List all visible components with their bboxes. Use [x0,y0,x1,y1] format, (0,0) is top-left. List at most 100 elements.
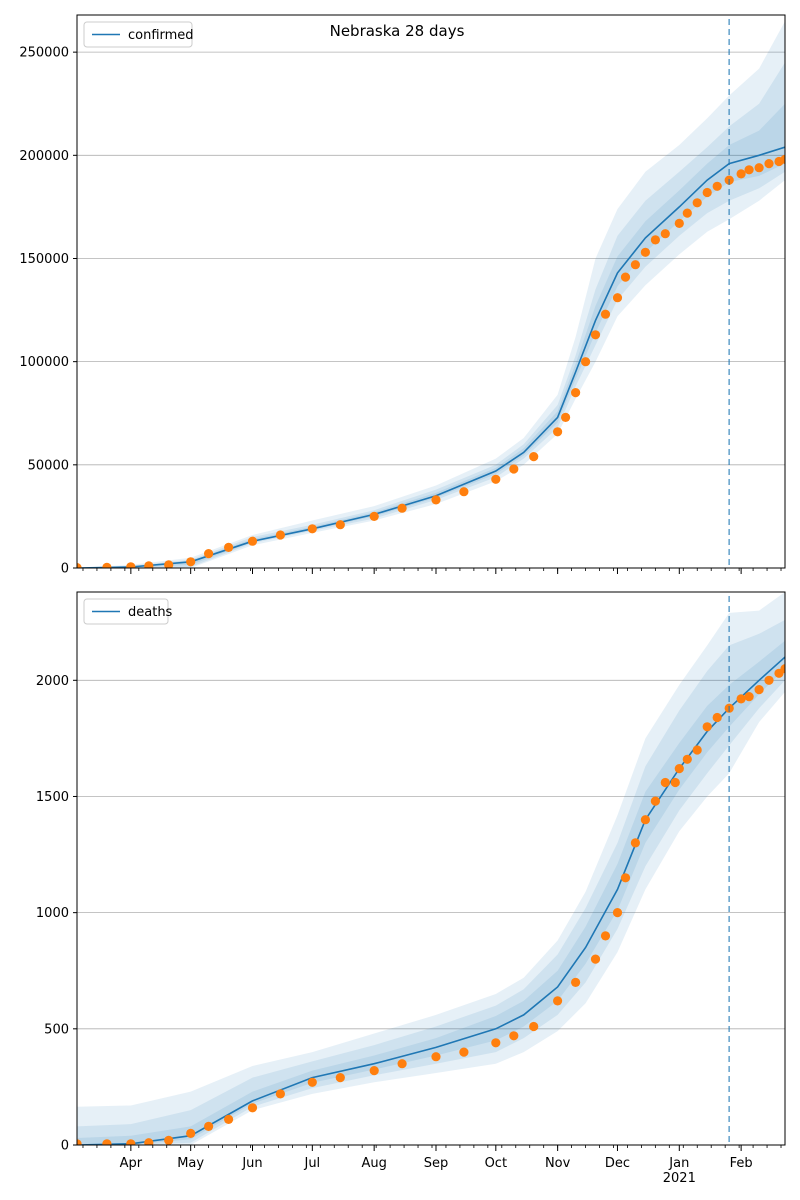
y-tick-label: 1000 [36,906,69,921]
observed-point [144,561,154,568]
observed-point [780,664,785,674]
x-tick-label: Apr [120,1156,143,1171]
observed-point [369,511,379,521]
y-tick-label: 2000 [36,674,69,689]
axes-frame [76,591,786,1146]
observed-point [224,542,234,553]
observed-point [553,427,563,437]
legend-label: confirmed [128,28,194,43]
observed-point [712,181,722,191]
observed-point [736,169,746,179]
observed-point [744,165,754,175]
y-tick-label: 100000 [19,355,69,370]
observed-point [369,1066,379,1076]
confirmed-panel: 0 50000 100000 150000 200000 250000 confirmed [19,14,786,577]
observed-point [744,692,754,702]
observed-point [275,530,285,540]
x-tick-label: Jun [241,1156,262,1171]
observed-point [509,1031,519,1041]
observed-point [247,1103,258,1113]
observed-point [307,524,317,534]
observed-point [670,777,680,788]
observed-point [620,873,631,883]
observed-point [459,487,469,497]
observed-point [335,520,345,530]
uncertainty-band [77,592,785,1145]
observed-point [754,163,764,173]
observed-point [102,1139,112,1145]
observed-point [590,330,601,340]
observed-point [126,1139,136,1145]
observed-point [640,815,651,825]
observed-point [780,154,785,164]
observed-point [764,675,774,685]
observed-point [702,722,712,732]
observed-point [561,412,571,422]
x-tick-label: Jul [303,1156,320,1171]
observed-point [431,495,441,505]
x-tick-label: May [177,1156,204,1171]
legend-box [83,21,193,48]
observed-point [397,503,407,513]
y-tick-label: 150000 [19,252,69,267]
x-tick-label: Sep [424,1156,449,1171]
observed-point [335,1073,345,1083]
observed-point [682,208,692,218]
observed-point [600,931,611,941]
observed-point [640,247,651,257]
observed-point [620,272,631,282]
observed-point [660,777,670,788]
legend-label: deaths [128,605,173,620]
x-year-label: 2021 [663,1171,696,1186]
observed-point [247,536,258,546]
plot-data-area [77,21,785,568]
observed-point [674,218,684,228]
x-tick-label: Nov [545,1156,571,1171]
observed-point [126,562,136,568]
observed-point [224,1114,234,1124]
observed-point [307,1077,317,1087]
observed-point [553,996,563,1006]
observed-point [164,560,174,568]
observed-point [571,977,581,988]
observed-point [692,745,702,755]
plot-data-area [77,592,785,1145]
observed-point [204,549,214,559]
y-tick-label: 0 [61,1139,69,1154]
uncertainty-band [77,640,785,1145]
observed-point [77,563,82,568]
observed-point [529,452,539,462]
observed-point [650,235,661,245]
y-tick-label: 200000 [19,149,69,164]
observed-point [144,1138,154,1145]
x-tick-label: Feb [730,1156,753,1171]
observed-point [692,198,702,208]
observed-point [529,1021,539,1032]
observed-point [736,694,746,704]
y-tick-label: 50000 [28,458,69,473]
observed-point [186,1128,196,1138]
observed-point [204,1121,214,1131]
x-tick-label: Oct [485,1156,507,1171]
observed-point [571,388,581,398]
observed-point [397,1059,407,1069]
observed-point [164,1135,174,1145]
observed-point [581,357,591,367]
uncertainty-band [77,619,785,1145]
observed-point [630,260,641,270]
observed-point [712,712,722,723]
y-tick-label: 0 [61,562,69,577]
observed-point [102,562,112,568]
observed-point [612,908,623,918]
observed-point [491,474,501,484]
observed-point [612,293,623,303]
chart-title: Nebraska 28 days [330,22,465,40]
observed-point [660,229,670,239]
observed-point [459,1047,469,1057]
x-tick-label: Dec [605,1156,630,1171]
observed-point [650,796,661,806]
y-tick-label: 250000 [19,46,69,61]
observed-point [491,1038,501,1048]
observed-point [186,557,196,567]
